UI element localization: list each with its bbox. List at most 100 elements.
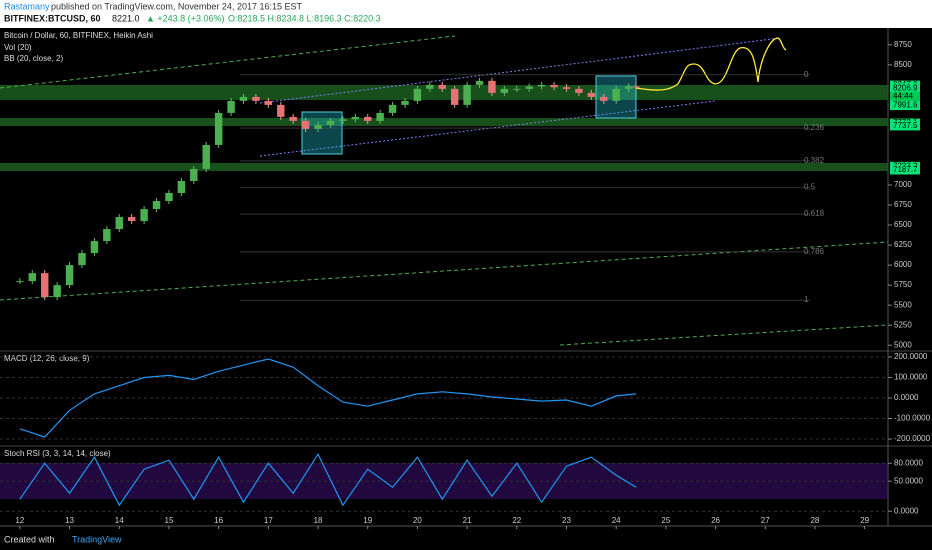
candle xyxy=(127,217,136,222)
x-tick-label: 29 xyxy=(860,516,869,525)
y-tick-label: 7000 xyxy=(894,180,912,189)
symbol: BITFINEX:BTCUSD, 60 xyxy=(4,13,101,23)
y-tick-label: -200.0000 xyxy=(894,434,931,443)
y-tick-label: 6750 xyxy=(894,200,912,209)
y-tick-label: 6250 xyxy=(894,240,912,249)
price-label-bg xyxy=(890,121,920,131)
x-tick-label: 15 xyxy=(165,516,174,525)
candle xyxy=(314,124,322,129)
candle xyxy=(239,96,248,101)
trend-line xyxy=(559,324,889,346)
last-price: 8221.0 xyxy=(112,13,140,23)
x-tick-label: 20 xyxy=(413,516,422,525)
candle xyxy=(326,120,335,125)
x-tick-label: 27 xyxy=(761,516,770,525)
candle xyxy=(500,88,509,93)
price-label: 7737.5 xyxy=(893,121,918,130)
fib-label: 0 xyxy=(804,70,809,79)
candle xyxy=(90,241,99,254)
highlight-box xyxy=(301,111,343,155)
x-tick-label: 22 xyxy=(512,516,521,525)
indicator-label: Vol (20) xyxy=(4,43,32,52)
published: published on TradingView.com, November 2… xyxy=(51,1,302,11)
candle xyxy=(475,80,484,85)
x-tick-label: 19 xyxy=(363,516,372,525)
header-bar xyxy=(0,0,932,28)
candle xyxy=(587,92,596,97)
candle xyxy=(78,253,86,266)
change: ▲ +243.8 (+3.06%) xyxy=(146,13,224,23)
candle xyxy=(413,88,422,101)
footer-created: Created with xyxy=(4,534,55,544)
candle xyxy=(463,84,471,105)
timer: 44:44 xyxy=(893,91,914,100)
candle xyxy=(600,96,608,101)
y-tick-label: 6000 xyxy=(894,260,912,269)
candle xyxy=(202,144,210,169)
chart-title: Bitcoin / Dollar, 60, BITFINEX, Heikin A… xyxy=(4,31,153,40)
candle xyxy=(612,88,620,101)
candle xyxy=(301,120,310,129)
candle xyxy=(450,88,459,105)
ohlc: O:8218.5 H:8234.8 L:8196.3 C:8220.3 xyxy=(228,13,381,23)
rsi-line xyxy=(19,452,637,507)
x-tick-label: 21 xyxy=(463,516,472,525)
macd-line xyxy=(19,358,637,438)
candle xyxy=(562,87,571,89)
candle xyxy=(277,104,285,117)
y-tick-label: 6500 xyxy=(894,220,912,229)
y-tick-label: 5250 xyxy=(894,320,912,329)
candle xyxy=(624,86,633,89)
candle xyxy=(152,201,161,210)
candle xyxy=(525,86,533,89)
y-tick-label: 100.0000 xyxy=(894,373,928,382)
price-label: 7187.7 xyxy=(893,165,918,174)
candle xyxy=(252,96,260,101)
candle xyxy=(376,112,384,121)
x-tick-label: 25 xyxy=(661,516,670,525)
candle xyxy=(388,104,397,113)
x-tick-label: 12 xyxy=(15,516,24,525)
fib-label: 1 xyxy=(804,295,809,304)
candle xyxy=(575,88,583,93)
candle xyxy=(40,273,49,298)
candle xyxy=(227,100,235,113)
candle xyxy=(363,116,372,121)
fib-label: 0.786 xyxy=(804,247,825,256)
candle xyxy=(165,193,173,202)
y-tick-label: -100.0000 xyxy=(894,414,931,423)
trend-line xyxy=(0,241,889,301)
price-label-bg xyxy=(890,165,920,175)
fib-label: 0.5 xyxy=(804,183,816,192)
candle xyxy=(438,84,446,89)
price-label-bg xyxy=(890,101,920,111)
x-tick-label: 24 xyxy=(612,516,621,525)
candle xyxy=(401,100,409,105)
candle xyxy=(339,119,347,121)
y-tick-label: 5500 xyxy=(894,300,912,309)
candle xyxy=(289,116,297,121)
footer-brand[interactable]: TradingView xyxy=(72,534,122,544)
author[interactable]: Rastamany xyxy=(4,1,50,11)
channel-top xyxy=(259,37,781,104)
candle xyxy=(65,265,74,286)
candle xyxy=(16,281,24,283)
candle xyxy=(537,84,546,87)
fib-label: 0.236 xyxy=(804,123,825,132)
price-label: 7991.6 xyxy=(893,101,918,110)
candle xyxy=(550,84,558,88)
y-tick-label: 0.0000 xyxy=(894,393,919,402)
candle xyxy=(513,88,521,90)
trend-line xyxy=(0,35,456,89)
y-tick-label: 200.0000 xyxy=(894,352,928,361)
candle xyxy=(351,116,360,120)
candle xyxy=(53,285,61,298)
indicator-label: BB (20, close, 2) xyxy=(4,54,63,63)
y-tick-label: 5750 xyxy=(894,280,912,289)
x-tick-label: 23 xyxy=(562,516,571,525)
price-label: 8206.9 xyxy=(893,83,918,92)
x-tick-label: 26 xyxy=(711,516,720,525)
candle xyxy=(115,217,123,230)
candle xyxy=(190,168,198,181)
